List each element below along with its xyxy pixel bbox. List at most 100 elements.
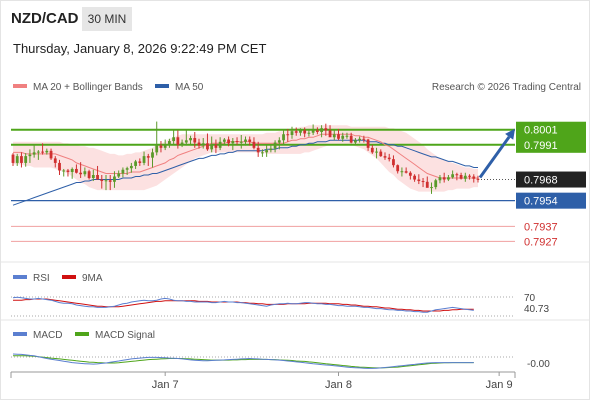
- candle-body: [197, 142, 201, 146]
- candle: [197, 138, 201, 149]
- candle-body: [201, 143, 205, 146]
- candle-body: [53, 158, 57, 163]
- minor-support-label: 0.7927: [524, 236, 558, 248]
- candle: [117, 170, 121, 179]
- candle-body: [362, 138, 366, 140]
- candle: [434, 178, 438, 190]
- candle-body: [180, 142, 184, 145]
- macd-signal-legend-label: MACD Signal: [95, 330, 155, 341]
- candle-body: [104, 180, 108, 182]
- candle: [252, 137, 256, 150]
- candle-body: [58, 162, 61, 171]
- macd-legend-label: MACD: [33, 330, 62, 341]
- resistance-label: 0.8001: [524, 125, 558, 137]
- candle-body: [442, 177, 446, 180]
- candle: [265, 144, 269, 157]
- candle-body: [324, 128, 328, 131]
- resistance-label-box: [516, 136, 586, 153]
- time-tick-label: Jan 7: [152, 379, 179, 391]
- candle-body: [172, 137, 176, 142]
- candle-body: [222, 139, 226, 142]
- candle: [100, 175, 104, 189]
- candle-body: [129, 165, 133, 169]
- candle-body: [413, 175, 416, 180]
- candle: [442, 172, 446, 183]
- candle-body: [113, 176, 116, 182]
- last-price-box: [516, 171, 586, 188]
- candle-body: [155, 145, 159, 153]
- candle-body: [231, 141, 235, 144]
- candle: [362, 135, 366, 143]
- candle: [108, 175, 112, 191]
- candle: [20, 152, 23, 168]
- macd-line: [12, 353, 474, 369]
- candle-body: [286, 134, 290, 136]
- candle: [451, 170, 455, 179]
- candle-body: [210, 144, 214, 150]
- candle: [290, 126, 294, 139]
- candle: [134, 159, 137, 169]
- candle: [341, 132, 345, 142]
- ma50-line: [12, 139, 478, 206]
- candle: [146, 153, 150, 166]
- rsi-legend-label: RSI: [33, 273, 50, 284]
- candle: [400, 167, 404, 177]
- candle: [438, 175, 442, 184]
- candle-body: [176, 137, 180, 145]
- candle-body: [387, 157, 391, 160]
- candle: [91, 169, 95, 182]
- support-label: 0.7954: [524, 196, 558, 208]
- candle: [358, 136, 362, 143]
- candle: [79, 162, 83, 179]
- candle-body: [100, 179, 104, 182]
- candle: [104, 175, 108, 191]
- candle-body: [227, 139, 230, 144]
- candle-body: [434, 180, 438, 188]
- candle: [294, 127, 298, 136]
- candle-body: [41, 151, 44, 153]
- candle: [176, 130, 180, 149]
- candle: [206, 133, 209, 151]
- candle: [172, 130, 176, 145]
- candle: [168, 138, 171, 148]
- candle-body: [214, 144, 218, 148]
- candle-body: [299, 130, 302, 133]
- candle: [163, 139, 167, 151]
- candle-body: [358, 138, 362, 141]
- candles: [11, 121, 480, 194]
- candle: [379, 149, 383, 157]
- candle: [121, 167, 125, 178]
- candle: [70, 167, 74, 179]
- rsi-9ma-line: [13, 298, 474, 312]
- candle-body: [273, 142, 277, 149]
- candle-body: [79, 172, 83, 175]
- candle-body: [463, 175, 467, 179]
- macd-signal-legend-swatch: [75, 332, 89, 336]
- candle-body: [91, 175, 95, 179]
- candle: [49, 148, 53, 160]
- candle: [129, 162, 133, 173]
- candle: [472, 174, 476, 183]
- candle: [354, 138, 357, 145]
- candle-body: [269, 148, 273, 151]
- candle: [286, 128, 290, 142]
- candle: [180, 139, 184, 148]
- candle-body: [349, 135, 353, 143]
- candle-body: [307, 132, 311, 134]
- candle-body: [138, 161, 142, 163]
- forecast-arrow-shaft: [478, 135, 511, 179]
- candle: [421, 178, 425, 188]
- candle: [41, 143, 44, 155]
- resistance-label-box: [516, 121, 586, 138]
- candle-body: [163, 144, 167, 148]
- candle: [244, 136, 247, 146]
- candle: [125, 166, 129, 175]
- candle: [375, 147, 378, 159]
- candle: [256, 141, 260, 157]
- time-tick-label: Jan 9: [486, 379, 513, 391]
- candle-body: [408, 172, 412, 176]
- time-axis-ticks: Jan 7 Jan 8 Jan 9: [152, 372, 513, 391]
- timeframe-badge[interactable]: 30 MIN: [82, 7, 132, 31]
- candle-body: [447, 177, 450, 180]
